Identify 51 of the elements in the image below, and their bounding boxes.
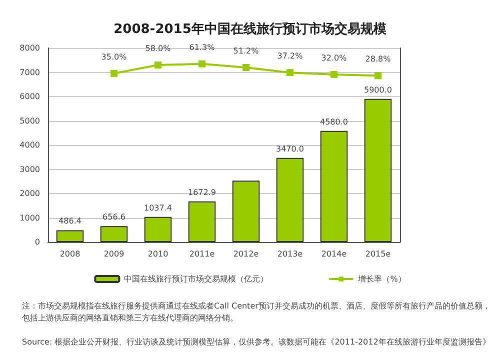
bar [276, 158, 304, 242]
bar [188, 201, 216, 242]
data-label: 486.4 [58, 216, 82, 226]
data-label: 3470.0 [276, 144, 304, 154]
bar [56, 230, 84, 242]
legend-label: 增长率（%） [357, 274, 406, 284]
point [242, 64, 250, 72]
point [154, 62, 162, 69]
x-tick-label: 2009 [104, 250, 124, 258]
legend-label: 中国在线旅行预订市场交易规模（亿元） [124, 274, 268, 284]
x-tick-label: 2012e [233, 250, 259, 258]
y-tick-label: 1000 [20, 213, 40, 222]
bar [320, 130, 348, 242]
y-tick-label: 3000 [20, 164, 40, 174]
y-tick-label: 0 [34, 238, 40, 246]
x-tick-label: 2010 [148, 250, 168, 258]
y-tick-label: 6000 [20, 92, 40, 101]
y-tick-label: 5000 [20, 116, 40, 126]
y-tick-label: 4000 [20, 140, 40, 150]
point [110, 70, 118, 77]
data-label: 656.6 [102, 212, 126, 222]
data-label: 1037.4 [144, 203, 172, 212]
data-label: 28.8% [365, 54, 392, 64]
point [374, 72, 382, 80]
data-label: 61.3% [189, 42, 216, 52]
data-label: 51.2% [233, 46, 260, 56]
x-tick-label: 2011e [189, 250, 215, 258]
data-label: 37.2% [277, 52, 304, 61]
y-tick-label: 7000 [20, 68, 40, 77]
data-label: 4580.0 [320, 117, 348, 126]
data-label: 58.0% [145, 44, 172, 54]
bar [100, 226, 128, 242]
bar [364, 98, 392, 242]
data-label: 32.0% [321, 53, 348, 62]
data-label: 1672.9 [188, 188, 216, 197]
bar [232, 180, 260, 242]
source-note: Source: 根据企业公开财报、行业访谈及统计预测模型估算，仅供参考。该数据可能在《2011-2012年在线旅游行业年度监测报告》 [22, 338, 490, 346]
bar [144, 216, 172, 242]
x-tick-label: 2008 [60, 250, 80, 258]
point [198, 60, 206, 68]
y-tick-label: 8000 [20, 44, 40, 52]
x-tick-label: 2015e [365, 250, 391, 258]
text: 注：市场交易规模指在线旅行服务提供商通过在线或者Call Center预订并交易成功的机票、酒店、度假等所有旅行产品的价值总额，包括上游供应商的网络直销和第三方在线代理商的网络分销。 [22, 302, 490, 322]
y-tick-label: 2000 [20, 189, 40, 198]
chart-title: 2008-2015年中国在线旅行预订市场交易规模 [114, 21, 386, 37]
point [286, 69, 294, 76]
point [330, 70, 338, 78]
data-label: 5900.0 [364, 85, 392, 94]
x-tick-label: 2013e [277, 250, 303, 258]
data-label: 35.0% [101, 52, 128, 62]
x-tick-label: 2014e [321, 250, 347, 258]
